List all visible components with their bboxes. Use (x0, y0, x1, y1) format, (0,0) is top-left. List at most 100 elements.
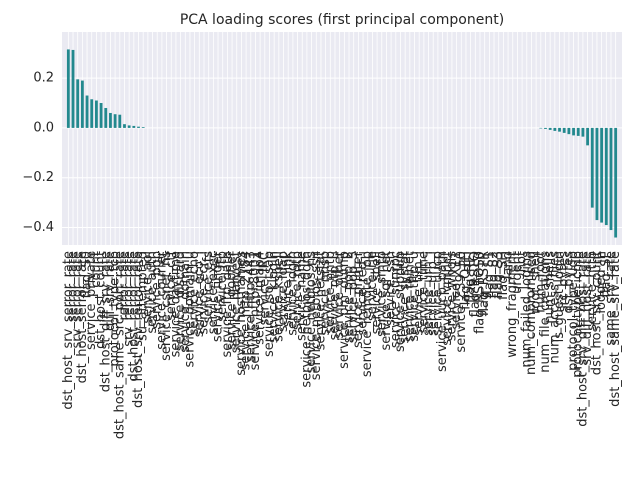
bar (99, 103, 103, 128)
x-tick-label: dst_host_diff_srv_rate (98, 251, 113, 392)
x-tick-label: service_http_2784 (239, 251, 254, 370)
bar (544, 127, 547, 129)
x-tick-label: flag_S0 (80, 251, 95, 298)
x-tick-label: dst_host_rerror_rate (126, 251, 141, 382)
bar (600, 127, 604, 223)
x-tick-label: service_mtp (290, 251, 305, 330)
x-tick-label: dst_host_srv_serror_rate (61, 251, 76, 410)
bar (595, 127, 599, 221)
x-tick-label: hot (515, 251, 530, 272)
x-tick-label: service_smtp (374, 251, 389, 337)
plot-background (62, 32, 622, 245)
bar (586, 127, 589, 146)
x-tick-label: src_bytes (557, 251, 572, 313)
bar (141, 127, 145, 128)
bar (90, 99, 94, 128)
x-tick-label: service_imap4 (253, 251, 268, 345)
x-tick-label: service_efs (201, 251, 216, 324)
x-tick-label: service_domain (178, 251, 193, 353)
x-tick-label: serror_rate (66, 251, 81, 322)
x-tick-label: dst_host_srv_diff_host_rate (575, 251, 590, 427)
x-tick-label: service_kshell (271, 251, 286, 342)
bar (137, 126, 140, 128)
x-tick-label: service_tim_i (412, 251, 427, 336)
x-tick-label: service_eco_i (192, 251, 207, 337)
x-tick-label: service_urp_i (426, 251, 441, 336)
x-tick-label: service_nntp (323, 251, 338, 334)
bar (562, 127, 566, 133)
x-tick-label: service_ftp (215, 251, 230, 322)
chart-title: PCA loading scores (first principal comp… (180, 12, 504, 28)
x-tick-label: dst_host_srv_rerror_rate (131, 251, 146, 408)
bar (581, 127, 585, 137)
x-tick-label: service_bgp (150, 251, 165, 329)
x-tick-label: service_pm_dump (337, 251, 352, 369)
x-tick-label: diff_srv_rate (103, 251, 118, 331)
x-tick-label: protocol_type_icmp (571, 251, 586, 378)
bar (123, 124, 126, 128)
x-tick-label: service_pop_2 (342, 251, 357, 343)
x-tick-label: wrong_fragment (505, 251, 520, 358)
x-tick-label: service_http_443 (243, 251, 258, 362)
x-tick-label: service_Z39_50 (454, 251, 469, 353)
x-tick-label: service_shell (370, 251, 385, 334)
bar (572, 127, 575, 136)
x-tick-label: service_iso_tsap (262, 251, 277, 357)
x-tick-label: service_netstat (313, 251, 328, 350)
x-tick-label: same_srv_rate (603, 251, 618, 346)
bar (109, 112, 112, 128)
x-tick-label: service_http (585, 251, 600, 331)
bar (95, 100, 98, 128)
x-tick-label: service_netbios_dgm (299, 251, 314, 388)
x-tick-label: service_aol (140, 251, 155, 324)
x-tick-label: flag_RSTR (477, 251, 492, 316)
x-tick-label: service_netbios_ns (304, 251, 319, 374)
x-tick-label: service_echo (187, 251, 202, 335)
x-tick-label: service_gopher (225, 250, 240, 350)
bar (590, 127, 594, 208)
x-tick-label: service_link (281, 251, 296, 328)
x-tick-label: flag_RSTO (468, 251, 483, 317)
x-tick-label: service_ctf (164, 251, 179, 321)
x-tick-label: dst_host_same_srv_rate (608, 251, 623, 407)
x-tick-label: flag_OTH (458, 251, 473, 310)
x-tick-label: service_remote_job (360, 251, 375, 377)
x-tick-label: flag_REJ (463, 251, 478, 303)
x-tick-label: service_other (332, 250, 347, 338)
x-tick-label: service_nnsp (318, 251, 333, 336)
bar (113, 114, 117, 128)
bar (567, 127, 571, 135)
x-tick-label: is_guest_login (552, 251, 567, 342)
x-tick-label: service_ntp_u (327, 251, 342, 340)
x-tick-label: num_root (533, 251, 548, 313)
bar (71, 49, 75, 128)
bar (604, 127, 608, 226)
x-tick-label: srv_diff_host_rate (580, 251, 595, 366)
x-tick-label: service_printer (351, 250, 366, 348)
x-tick-label: service_ldap (276, 251, 291, 332)
x-tick-label: service_csnet_ns (159, 251, 174, 361)
x-tick-label: flag_SF (599, 251, 614, 298)
x-tick-label: service_auth (145, 251, 160, 334)
bar (548, 127, 552, 130)
bar (127, 125, 131, 128)
x-tick-label: dst_host_srv_count (589, 251, 604, 375)
x-tick-label: service_courier (154, 250, 169, 349)
x-tick-label: service_urh_i (421, 251, 436, 336)
bar (609, 127, 613, 231)
x-tick-label: num_file_creations (538, 251, 553, 373)
x-tick-label: flag_S3 (491, 251, 506, 298)
bar (614, 127, 618, 238)
x-tick-label: service_sunrpc (388, 251, 403, 348)
y-tick-label: 0.0 (33, 120, 54, 135)
x-tick-label: srv_serror_rate (70, 251, 85, 348)
bar (118, 114, 122, 128)
x-tick-label: service_finger (211, 250, 226, 342)
x-tick-label: rerror_rate (117, 251, 132, 320)
x-tick-label: count (89, 251, 104, 288)
x-tick-label: logged_in (594, 251, 609, 314)
x-tick-label: flag_S2 (487, 251, 502, 298)
x-tick-label: service_sql_net (379, 251, 394, 351)
x-tick-label: root_shell (529, 251, 544, 314)
x-tick-label: dst_host_same_src_port_rate (112, 251, 127, 439)
